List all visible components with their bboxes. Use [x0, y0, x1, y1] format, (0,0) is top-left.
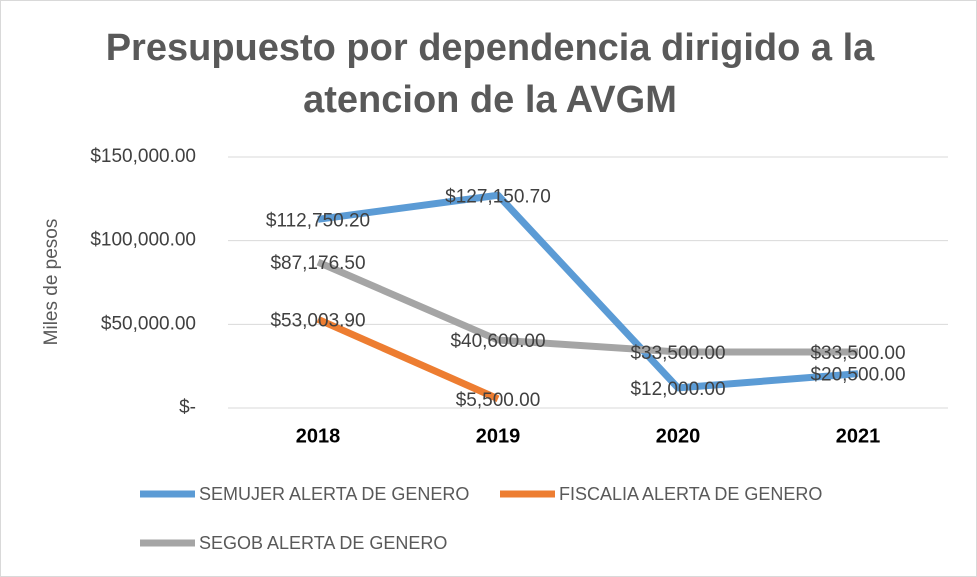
series-line: [316, 258, 858, 356]
data-label: $53,003.90: [270, 310, 365, 331]
x-tick-label: 2021: [836, 425, 881, 447]
series-line: [317, 191, 859, 392]
data-label: $40,600.00: [450, 331, 545, 352]
data-label: $33,500.00: [810, 343, 905, 364]
data-label: $127,150.70: [445, 186, 551, 207]
chart-title: Presupuesto por dependencia dirigido a l…: [105, 27, 875, 121]
data-label: $12,000.00: [630, 379, 725, 400]
legend-label: FISCALIA ALERTA DE GENERO: [559, 484, 822, 504]
legend-label: SEMUJER ALERTA DE GENERO: [199, 484, 469, 504]
data-label: $112,750.20: [266, 210, 370, 231]
data-label: $33,500.00: [630, 343, 725, 364]
x-tick-label: 2020: [656, 425, 701, 447]
y-tick-label: $50,000.00: [101, 313, 196, 334]
data-label: $5,500.00: [456, 390, 541, 411]
y-tick-label: $100,000.00: [90, 230, 196, 251]
legend-label: SEGOB ALERTA DE GENERO: [199, 533, 447, 553]
series-line: [316, 316, 500, 402]
x-tick-label: 2019: [476, 425, 521, 447]
y-tick-label: $-: [179, 397, 196, 418]
x-tick-label: 2018: [296, 425, 341, 447]
y-axis-title: Miles de pesos: [41, 219, 62, 346]
data-label: $20,500.00: [810, 365, 905, 386]
data-label: $87,176.50: [270, 253, 365, 274]
y-tick-label: $150,000.00: [90, 146, 196, 167]
